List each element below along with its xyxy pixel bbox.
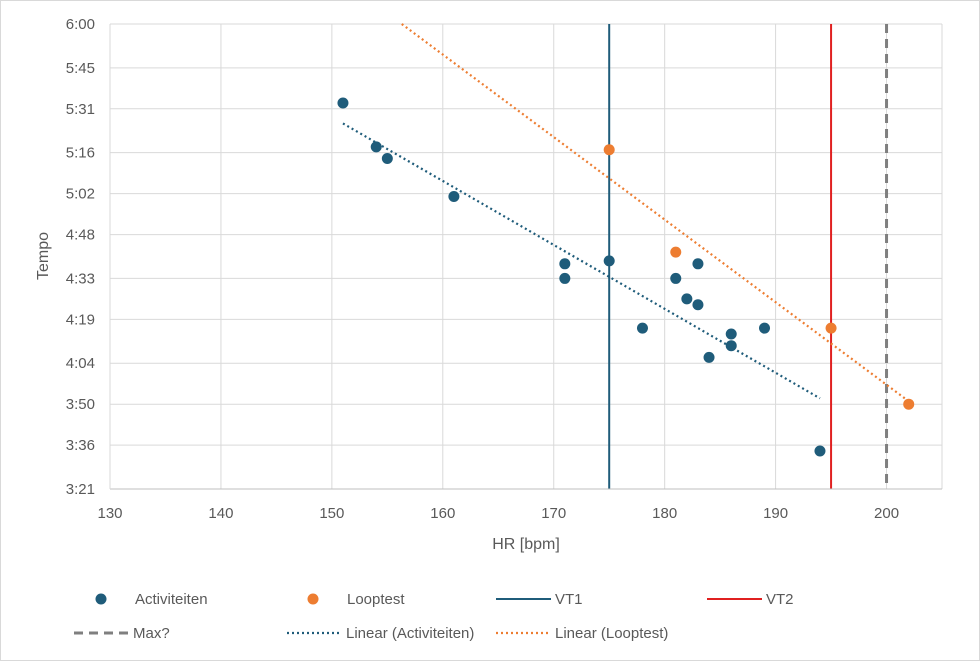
x-tick-label: 190 [763,505,788,522]
reference-lines [608,24,889,489]
y-tick-label: 6:00 [66,16,95,33]
legend: Activiteiten Looptest VT1 VT2 Max? Linear (Ac… [74,591,794,642]
legend-label: Linear (Looptest) [555,625,668,642]
y-tick-label: 5:31 [66,101,95,118]
y-tick-label: 5:16 [66,145,95,162]
activiteiten-point [559,258,571,270]
x-tick-label: 150 [319,505,344,522]
legend-label: Activiteiten [135,591,208,608]
y-tick-label: 4:48 [66,227,95,244]
y-tick-label: 4:33 [66,270,95,287]
trendlines [342,23,910,403]
y-tick-label: 4:19 [66,311,95,328]
activiteiten-point [681,293,693,305]
activiteiten-point [725,340,737,352]
x-axis-title: HR [bpm] [492,536,560,553]
legend-item: Activiteiten [95,591,208,608]
activiteiten-point [337,97,349,109]
y-tick-label: 3:50 [66,396,95,413]
y-tick-label: 5:45 [66,60,95,77]
y-tick-label: 3:36 [66,437,95,454]
looptest-point [825,322,837,334]
activiteiten-point [559,272,571,284]
activiteiten-point [448,191,460,203]
data-points [337,97,915,457]
activiteiten-point [370,141,382,153]
legend-item: Linear (Looptest) [496,625,668,642]
activiteiten-point [692,299,704,311]
activiteiten-point [692,258,704,270]
looptest-point [603,144,615,156]
x-tick-label: 140 [208,505,233,522]
x-tick-label: 170 [541,505,566,522]
axes: 130 140 150 160 170 180 190 200 3:21 3:36 3:50 4:04… [66,16,942,522]
activiteiten-point [603,255,615,267]
legend-item: Max? [74,625,170,642]
looptest-point [903,398,915,410]
legend-item: VT1 [496,591,583,608]
legend-item: Looptest [307,591,405,608]
activiteiten-point [670,272,682,284]
x-tick-label: 160 [430,505,455,522]
x-tick-label: 200 [874,505,899,522]
activiteiten-point [759,322,771,334]
gridlines [110,23,943,489]
looptest-point [670,246,682,258]
x-tick-label: 130 [97,505,122,522]
activiteiten-point [814,445,826,457]
legend-label: VT2 [766,591,794,608]
y-tick-label: 5:02 [66,186,95,203]
legend-item: VT2 [707,591,794,608]
y-axis-title: Tempo [35,232,52,280]
activiteiten-point [636,322,648,334]
legend-label: VT1 [555,591,583,608]
trendline-linear-activiteiten [342,122,821,400]
activiteiten-point [703,351,715,363]
legend-item: Linear (Activiteiten) [287,625,474,642]
legend-marker [307,593,319,605]
y-tick-label: 3:21 [66,481,95,498]
legend-marker [95,593,107,605]
x-tick-label: 180 [652,505,677,522]
legend-label: Linear (Activiteiten) [346,625,474,642]
activiteiten-point [725,328,737,340]
activiteiten-point [381,153,393,165]
trendline-linear-looptest [401,23,910,403]
legend-label: Looptest [347,591,405,608]
y-tick-label: 4:04 [66,355,95,372]
legend-label: Max? [133,625,170,642]
